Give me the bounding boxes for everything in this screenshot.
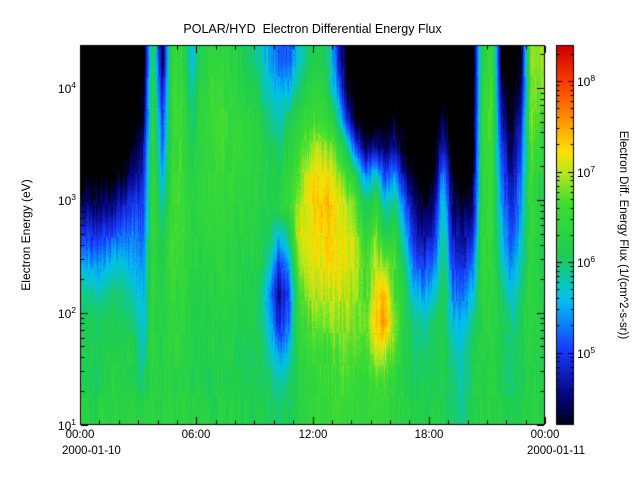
cbar-tick-1e6: 106 <box>577 255 595 269</box>
y-tick-1e4: 104 <box>34 81 76 95</box>
cbar-tick-base: 10 <box>577 256 591 270</box>
x-tick-0000-left: 00:00 <box>65 429 95 441</box>
cbar-tick-base: 10 <box>577 347 591 361</box>
y-tick-exp: 2 <box>71 305 76 315</box>
y-tick-base: 10 <box>57 194 72 208</box>
cbar-tick-1e8: 108 <box>577 74 595 88</box>
chart-title: POLAR/HYD Electron Differential Energy F… <box>183 22 442 36</box>
cbar-tick-1e5: 105 <box>577 346 595 360</box>
colorbar-axis-label: Electron Diff. Energy Flux (1/(cm^2-s-sr… <box>616 130 629 340</box>
cbar-tick-exp: 5 <box>590 345 596 355</box>
date-label-start: 2000-01-10 <box>62 445 121 457</box>
cbar-tick-base: 10 <box>577 166 591 180</box>
y-tick-1e3: 103 <box>34 193 76 207</box>
date-label-end: 2000-01-11 <box>527 445 585 457</box>
y-axis-label: Electron Energy (eV) <box>19 179 33 291</box>
y-tick-1e2: 102 <box>34 306 76 320</box>
y-tick-base: 10 <box>57 82 72 96</box>
y-tick-base: 10 <box>57 419 72 433</box>
x-tick-0600: 06:00 <box>181 429 211 441</box>
y-tick-exp: 1 <box>71 417 76 427</box>
y-tick-exp: 3 <box>71 192 76 202</box>
y-tick-exp: 4 <box>71 80 76 90</box>
cbar-tick-exp: 6 <box>590 254 596 264</box>
y-tick-base: 10 <box>57 307 72 321</box>
cbar-tick-base: 10 <box>577 75 591 89</box>
cbar-tick-exp: 7 <box>590 164 596 174</box>
y-tick-1e1: 101 <box>34 418 76 432</box>
cbar-tick-1e7: 107 <box>577 165 595 179</box>
x-tick-1800: 18:00 <box>414 429 444 441</box>
cbar-tick-exp: 8 <box>590 73 596 83</box>
x-tick-0000-right: 00:00 <box>530 429 560 441</box>
x-tick-1200: 12:00 <box>298 429 328 441</box>
